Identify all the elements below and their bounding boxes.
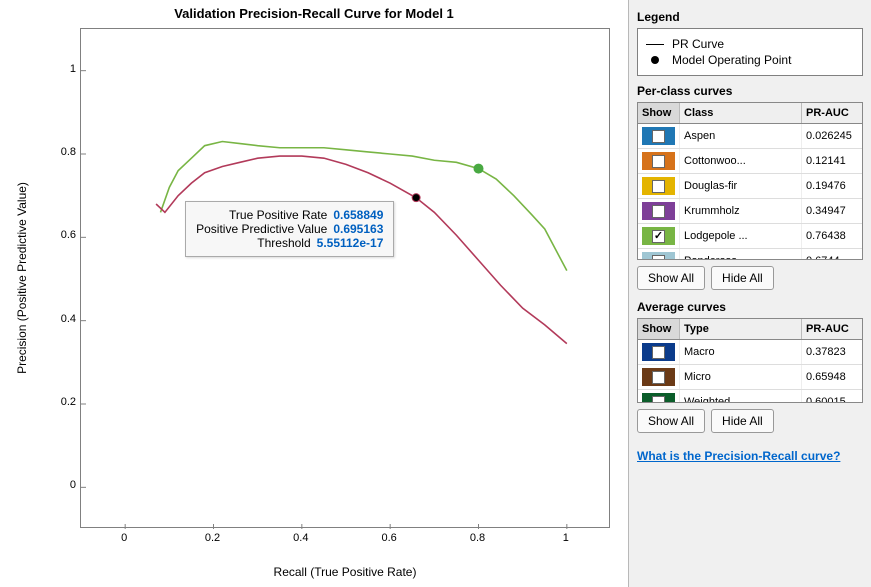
x-tick-label: 0.8: [468, 532, 488, 544]
y-axis-label: Precision (Positive Predictive Value): [12, 28, 32, 528]
class-name-cell: Ponderosa...: [680, 249, 802, 259]
average-table: ShowTypePR-AUC Macro0.37823Micro0.65948W…: [637, 318, 863, 403]
table-row: Cottonwoo...0.12141: [638, 149, 862, 174]
pr-auc-cell: 0.37823: [802, 340, 862, 364]
data-tip: True Positive Rate 0.658849 Positive Predi…: [185, 201, 394, 257]
column-header[interactable]: Type: [680, 319, 802, 339]
class-name-cell: Aspen: [680, 124, 802, 148]
side-panel: Legend PR Curve Model Operating Point Per…: [628, 0, 871, 587]
y-tick-label: 0.6: [52, 229, 76, 241]
class-name-cell: Micro: [680, 365, 802, 389]
tooltip-value: 5.55112e-17: [317, 236, 384, 250]
per-class-show-all-button[interactable]: Show All: [637, 266, 705, 290]
show-checkbox[interactable]: [652, 180, 665, 193]
y-tick-label: 0: [52, 479, 76, 491]
pr-auc-cell: 0.026245: [802, 124, 862, 148]
pr-auc-cell: 0.19476: [802, 174, 862, 198]
line-icon: [646, 44, 664, 45]
class-color-swatch: [642, 252, 675, 259]
tooltip-label: Positive Predictive Value: [196, 222, 327, 236]
average-title: Average curves: [637, 300, 863, 314]
pr-auc-cell: 0.12141: [802, 149, 862, 173]
tooltip-label: Threshold: [257, 236, 310, 250]
y-tick-label: 0.4: [52, 313, 76, 325]
class-color-swatch: [642, 202, 675, 220]
show-checkbox[interactable]: [652, 255, 665, 260]
table-row: Krummholz0.34947: [638, 199, 862, 224]
legend-label: Model Operating Point: [672, 53, 791, 67]
dot-icon: [651, 56, 659, 64]
column-header[interactable]: PR-AUC: [802, 103, 862, 123]
legend-item: Model Operating Point: [646, 53, 854, 67]
x-tick-label: 0.6: [379, 532, 399, 544]
column-header[interactable]: Show: [638, 103, 680, 123]
pr-auc-cell: 0.76438: [802, 224, 862, 248]
legend-label: PR Curve: [672, 37, 724, 51]
x-axis-label: Recall (True Positive Rate): [80, 565, 610, 579]
pr-auc-cell: 0.65948: [802, 365, 862, 389]
per-class-table: ShowClassPR-AUC Aspen0.026245Cottonwoo..…: [637, 102, 863, 260]
class-color-swatch: [642, 227, 675, 245]
chart-title: Validation Precision-Recall Curve for Mo…: [0, 6, 628, 21]
class-color-swatch: [642, 127, 675, 145]
column-header[interactable]: Show: [638, 319, 680, 339]
class-name-cell: Lodgepole ...: [680, 224, 802, 248]
show-checkbox[interactable]: [652, 155, 665, 168]
table-row: Macro0.37823: [638, 340, 862, 365]
class-color-swatch: [642, 177, 675, 195]
help-link[interactable]: What is the Precision-Recall curve?: [637, 449, 840, 463]
class-color-swatch: [642, 393, 675, 402]
y-tick-label: 0.8: [52, 146, 76, 158]
plot-area[interactable]: [80, 28, 610, 528]
show-checkbox[interactable]: [652, 396, 665, 403]
average-hide-all-button[interactable]: Hide All: [711, 409, 774, 433]
table-row: Micro0.65948: [638, 365, 862, 390]
operating-point-marker[interactable]: [412, 194, 420, 202]
x-tick-label: 0.4: [291, 532, 311, 544]
tooltip-value: 0.658849: [333, 208, 383, 222]
chart-panel: Validation Precision-Recall Curve for Mo…: [0, 0, 628, 587]
per-class-hide-all-button[interactable]: Hide All: [711, 266, 774, 290]
y-tick-label: 1: [52, 63, 76, 75]
table-row: Lodgepole ...0.76438: [638, 224, 862, 249]
show-checkbox[interactable]: [652, 371, 665, 384]
pr-auc-cell: 0.6744: [802, 249, 862, 259]
column-header[interactable]: PR-AUC: [802, 319, 862, 339]
class-name-cell: Weighted: [680, 390, 802, 402]
class-name-cell: Macro: [680, 340, 802, 364]
legend-item: PR Curve: [646, 37, 854, 51]
class-color-swatch: [642, 152, 675, 170]
class-color-swatch: [642, 368, 675, 386]
x-tick-label: 1: [556, 532, 576, 544]
legend-box: PR Curve Model Operating Point: [637, 28, 863, 76]
tooltip-value: 0.695163: [333, 222, 383, 236]
operating-point-marker[interactable]: [474, 164, 484, 174]
pr-auc-cell: 0.34947: [802, 199, 862, 223]
table-row: Aspen0.026245: [638, 124, 862, 149]
show-checkbox[interactable]: [652, 130, 665, 143]
table-row: Ponderosa...0.6744: [638, 249, 862, 259]
column-header[interactable]: Class: [680, 103, 802, 123]
pr-auc-cell: 0.60015: [802, 390, 862, 402]
class-name-cell: Cottonwoo...: [680, 149, 802, 173]
class-color-swatch: [642, 343, 675, 361]
class-name-cell: Krummholz: [680, 199, 802, 223]
table-row: Weighted0.60015: [638, 390, 862, 402]
show-checkbox[interactable]: [652, 230, 665, 243]
show-checkbox[interactable]: [652, 346, 665, 359]
tooltip-label: True Positive Rate: [229, 208, 327, 222]
per-class-title: Per-class curves: [637, 84, 863, 98]
class-name-cell: Douglas-fir: [680, 174, 802, 198]
x-tick-label: 0: [114, 532, 134, 544]
y-tick-label: 0.2: [52, 396, 76, 408]
table-row: Douglas-fir0.19476: [638, 174, 862, 199]
legend-title: Legend: [637, 10, 863, 24]
average-show-all-button[interactable]: Show All: [637, 409, 705, 433]
x-tick-label: 0.2: [203, 532, 223, 544]
show-checkbox[interactable]: [652, 205, 665, 218]
